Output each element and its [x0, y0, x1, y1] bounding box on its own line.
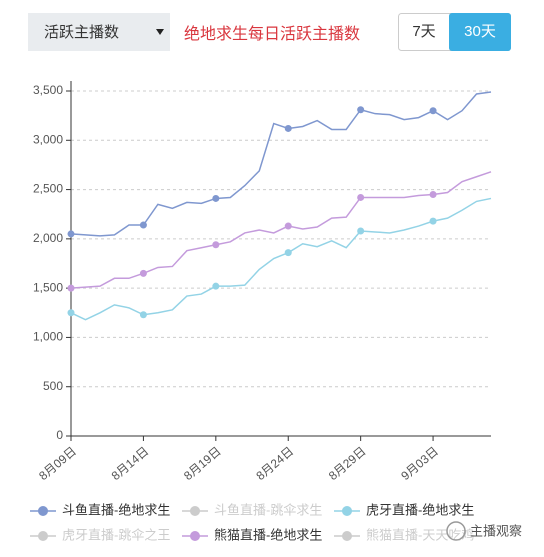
x-tick-label: 8月09日	[36, 444, 79, 483]
x-tick-label: 9月03日	[398, 444, 441, 483]
legend-icon	[342, 531, 352, 541]
legend-label: 虎牙直播-跳伞之王	[62, 527, 170, 542]
point	[357, 227, 365, 235]
point	[357, 106, 365, 114]
series-line	[70, 197, 492, 321]
point	[139, 311, 147, 319]
legend-icon	[190, 506, 200, 516]
legend-icon	[38, 531, 48, 541]
y-tick-label: 2,000	[33, 231, 63, 245]
legend-label: 斗鱼直播-绝地求生	[62, 502, 170, 517]
y-tick-label: 1,000	[33, 330, 63, 344]
watermark-icon	[446, 521, 466, 541]
point	[429, 191, 437, 198]
x-tick-label: 8月29日	[326, 444, 369, 483]
legend-label: 虎牙直播-绝地求生	[366, 502, 474, 517]
y-tick-label: 500	[43, 379, 63, 393]
point	[429, 107, 437, 115]
point	[67, 230, 75, 238]
point	[429, 217, 437, 225]
y-tick-label: 0	[56, 428, 63, 442]
point	[284, 222, 292, 230]
y-tick-label: 3,000	[33, 132, 63, 146]
legend-label: 斗鱼直播-跳伞求生	[214, 502, 322, 517]
series-line	[70, 91, 492, 237]
watermark: 主播观察	[470, 523, 522, 538]
point	[212, 241, 220, 249]
legend-icon	[190, 531, 200, 541]
button-30[interactable]: 30天	[464, 23, 496, 40]
point	[139, 221, 147, 229]
point	[212, 282, 220, 290]
y-tick-label: 1,500	[33, 280, 63, 294]
point	[284, 249, 292, 257]
legend-icon	[342, 506, 352, 516]
point	[284, 124, 292, 132]
point	[67, 309, 75, 317]
legend-icon	[38, 506, 48, 516]
point	[139, 269, 147, 277]
dropdown-label: 活跃主播数	[44, 24, 119, 41]
legend-label: 熊猫直播-绝地求生	[214, 527, 322, 542]
button-30-bg[interactable]	[449, 13, 511, 51]
x-tick-label: 8月24日	[253, 444, 296, 483]
chart-title: 绝地求生每日活跃主播数	[184, 25, 360, 43]
point	[67, 284, 75, 292]
x-tick-label: 8月19日	[181, 444, 224, 483]
button-7[interactable]: 7天	[412, 23, 435, 40]
dropdown-arrow	[156, 29, 164, 35]
x-tick-label: 8月14日	[109, 444, 152, 483]
point	[212, 194, 220, 202]
y-tick-label: 3,500	[33, 83, 63, 97]
y-tick-label: 2,500	[33, 182, 63, 196]
dropdown[interactable]	[28, 13, 170, 51]
point	[357, 193, 365, 201]
